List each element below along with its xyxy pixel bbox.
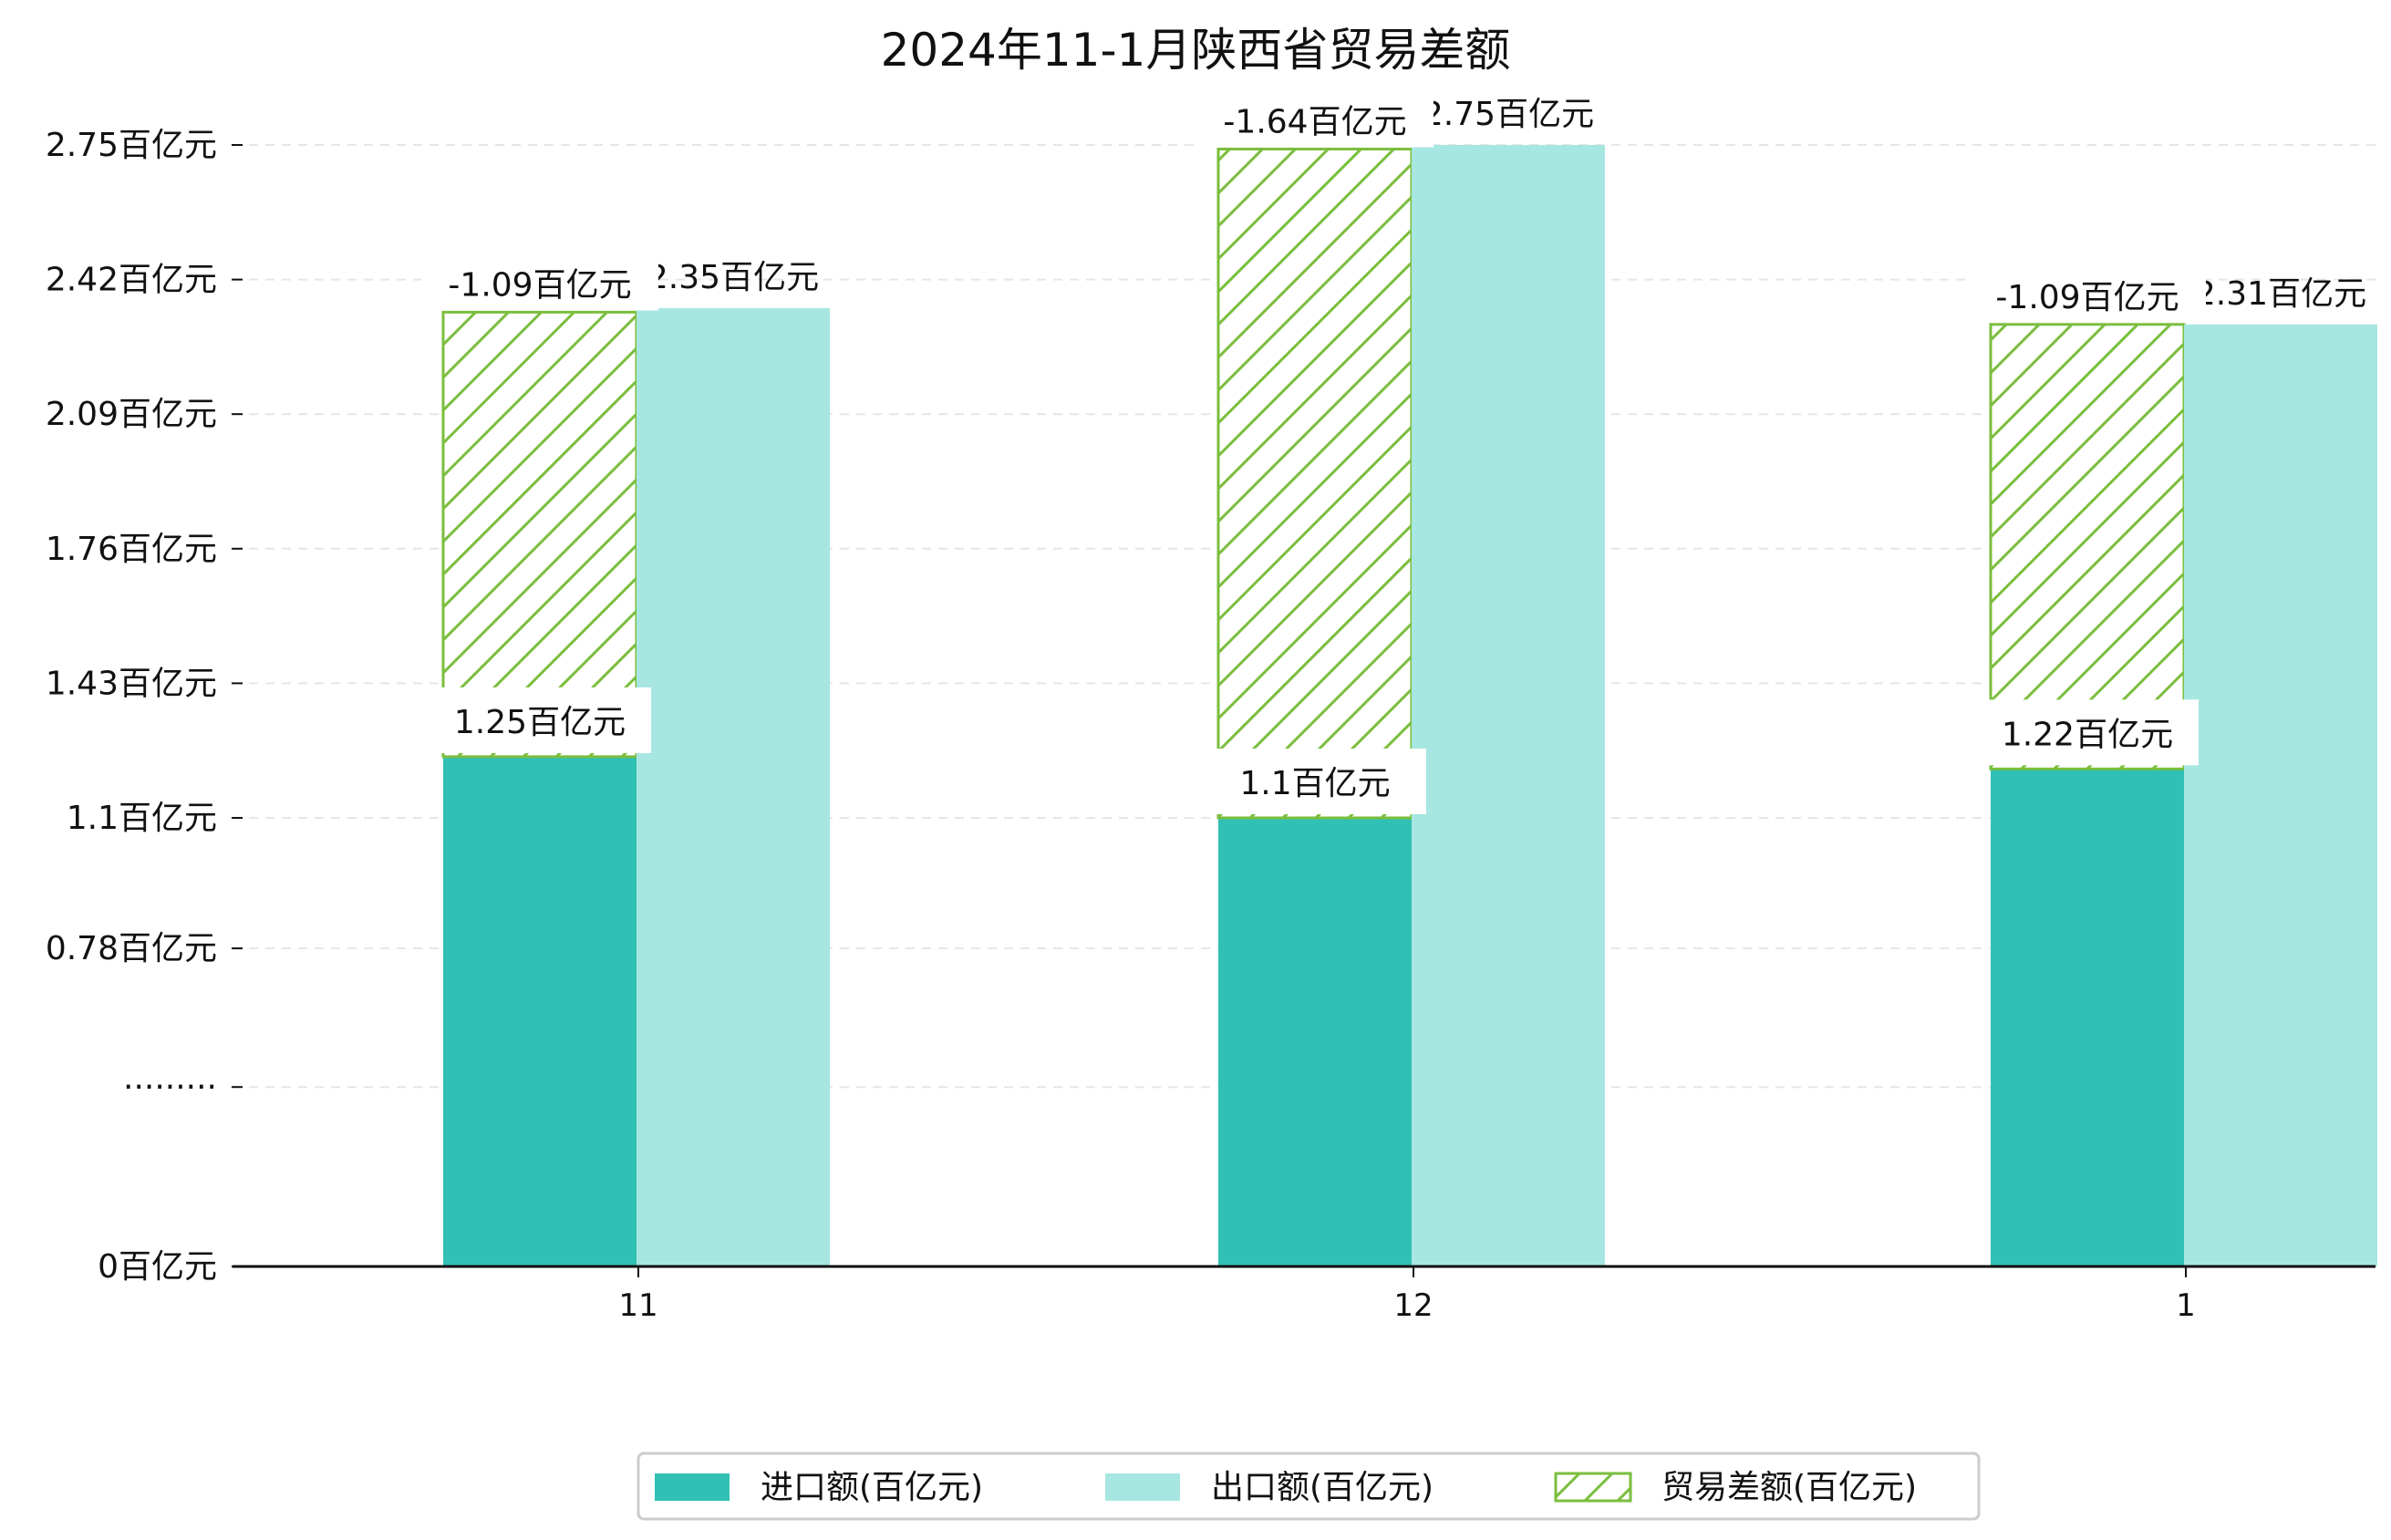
legend: 进口额(百亿元) 出口额(百亿元) 贸易差额(百亿元) xyxy=(637,1452,1981,1521)
import-label-box xyxy=(440,687,651,753)
y-tick-label: 1.1百亿元 xyxy=(67,800,217,837)
legend-trade-balance-swatch xyxy=(1554,1472,1632,1503)
trade-balance-label-box xyxy=(421,259,658,311)
export-bar xyxy=(637,307,830,1267)
trade-balance-bar xyxy=(1989,323,2186,770)
y-tick-label: 2.75百亿元 xyxy=(46,127,217,164)
import-bar xyxy=(1991,769,2184,1266)
legend-import-label: 进口额(百亿元) xyxy=(761,1469,983,1506)
import-bar xyxy=(443,756,637,1266)
import-value-label: 1.22百亿元 xyxy=(2002,716,2173,753)
trade-balance-label-box xyxy=(1969,271,2206,323)
legend-import: 进口额(百亿元) xyxy=(655,1469,983,1506)
export-value-label: 2.35百亿元 xyxy=(647,259,819,296)
import-label-box xyxy=(1987,699,2199,766)
y-tick-label: 2.42百亿元 xyxy=(46,262,217,299)
legend-export: 出口额(百亿元) xyxy=(1105,1469,1434,1506)
export-bar xyxy=(2184,324,2377,1266)
trade-balance-value-label: -1.09百亿元 xyxy=(448,266,631,304)
import-label-box xyxy=(1215,749,1426,814)
legend-trade-balance: 贸易差额(百亿元) xyxy=(1554,1469,1917,1506)
y-tick-label: 0.78百亿元 xyxy=(46,930,217,967)
trade-balance-bar xyxy=(441,310,638,759)
trade-balance-value-label: -1.64百亿元 xyxy=(1223,103,1406,140)
legend-export-label: 出口额(百亿元) xyxy=(1211,1469,1434,1506)
y-tick-label: 1.76百亿元 xyxy=(46,531,217,568)
import-value-label: 1.25百亿元 xyxy=(454,704,626,741)
export-value-label: 2.75百亿元 xyxy=(1423,96,1594,133)
y-tick-label: ········· xyxy=(123,1069,217,1106)
y-tick-label: 0百亿元 xyxy=(98,1248,217,1286)
export-bar xyxy=(1412,145,1605,1266)
trade-balance-value-label: -1.09百亿元 xyxy=(1995,279,2179,316)
x-tick-label: 12 xyxy=(1393,1287,1433,1324)
trade-balance-label-box xyxy=(1196,96,1434,148)
chart-title: 2024年11-1月陕西省贸易差额 xyxy=(881,24,1511,77)
x-tick-label: 1 xyxy=(2176,1287,2196,1324)
legend-frame xyxy=(637,1452,1981,1521)
y-tick-label: 1.43百亿元 xyxy=(46,665,217,702)
bars xyxy=(441,145,2377,1267)
export-value-label: 2.31百亿元 xyxy=(2195,275,2366,313)
y-tick-label: 2.09百亿元 xyxy=(46,396,217,433)
legend-trade-balance-label: 贸易差额(百亿元) xyxy=(1661,1469,1917,1506)
legend-export-swatch xyxy=(1105,1473,1180,1501)
data-labels: 2.35百亿元 -1.09百亿元 1.25百亿元 2.75百亿元 -1.64百亿元 1.1… xyxy=(421,96,2366,814)
legend-import-swatch xyxy=(655,1473,730,1501)
trade-balance-bar xyxy=(1216,147,1413,820)
axes: 0百亿元 ········· 0.78百亿元 1.1百亿元 1.43百亿元 1.76百亿元… xyxy=(46,127,2375,1324)
import-value-label: 1.1百亿元 xyxy=(1239,765,1390,802)
import-bar xyxy=(1218,818,1412,1266)
x-tick-label: 11 xyxy=(618,1287,657,1324)
